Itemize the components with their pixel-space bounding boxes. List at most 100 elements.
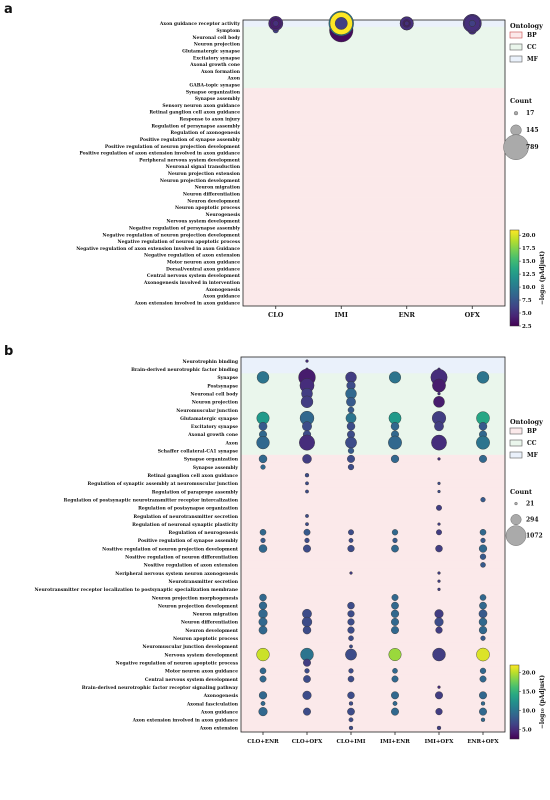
ontology-swatch <box>509 55 523 63</box>
row-band <box>243 128 505 137</box>
data-point <box>479 601 487 610</box>
term-label: Retinal ganglion cell axon guidance <box>149 110 240 116</box>
count-legend-label: 21 <box>526 501 534 508</box>
row-band <box>243 26 505 34</box>
term-label: Axon extension involved in axon guidance <box>134 300 241 306</box>
data-point <box>480 717 486 722</box>
row-band <box>243 197 505 205</box>
term-label: Axonal growth cone <box>189 62 240 68</box>
data-point <box>390 454 400 463</box>
x-tick-label: CLO <box>268 311 284 319</box>
data-point <box>390 609 400 618</box>
row-band <box>241 414 505 423</box>
row-band <box>241 560 505 570</box>
data-point <box>431 434 447 451</box>
data-point <box>479 675 487 683</box>
data-point <box>305 481 309 486</box>
row-band <box>243 33 505 41</box>
colorbar-tick-label: 5.0 <box>522 728 532 734</box>
row-band <box>241 405 505 415</box>
term-label: Axon extension involved in axon guidance <box>132 718 239 724</box>
term-label: Negative regulation of neuron projection… <box>102 232 241 238</box>
data-point <box>303 544 311 553</box>
term-label: GABA-topic synapse <box>189 82 240 88</box>
data-point <box>347 406 355 414</box>
data-point <box>259 675 267 683</box>
term-label: Glutamatergic synapse <box>180 416 238 422</box>
term-label: Neurotransmitter receptor localization t… <box>35 587 239 593</box>
data-point <box>392 701 398 706</box>
term-label: Regulation of neurotransmitter secretion <box>133 514 238 520</box>
term-label: Neuron apoptotic process <box>175 205 240 211</box>
data-point <box>432 647 446 662</box>
term-label: Peripheral nervous system development <box>139 157 241 163</box>
row-band <box>241 479 505 488</box>
data-point <box>347 691 355 699</box>
row-band <box>241 373 505 382</box>
data-point <box>479 553 487 560</box>
data-point <box>391 529 399 536</box>
row-band <box>241 552 505 562</box>
data-point <box>347 463 355 471</box>
data-point <box>435 626 443 634</box>
x-tick-label: CLO+OFX <box>292 739 323 745</box>
ontology-legend-label: MF <box>527 56 539 63</box>
row-band <box>241 666 505 676</box>
term-label: Neurogenesis <box>205 212 240 218</box>
term-label: Neripheral nervous system neuron axonoge… <box>115 571 238 577</box>
row-band <box>243 183 505 191</box>
row-band <box>241 357 505 366</box>
term-label: Negative regulation of persynapse assemb… <box>129 225 241 231</box>
data-point <box>258 601 268 610</box>
term-label: Neuron projection <box>194 42 241 48</box>
data-point <box>432 378 446 393</box>
data-point <box>391 544 399 553</box>
count-legend-circle <box>514 502 518 506</box>
data-point <box>348 538 354 543</box>
term-label: Negative regulation of neuron apoptotic … <box>116 661 239 667</box>
term-label: Axon guidance <box>202 294 240 300</box>
plot-frame <box>240 356 506 733</box>
term-label: Regulation of axonogenesis <box>170 130 240 136</box>
ontology-legend-label: CC <box>527 440 537 447</box>
data-point <box>480 562 486 568</box>
term-label: Excitatory synapse <box>193 55 240 61</box>
row-band <box>241 617 505 627</box>
data-point <box>305 489 309 494</box>
data-point <box>347 545 355 553</box>
term-label: Neurotrophin binding <box>183 359 239 365</box>
data-point <box>345 412 357 424</box>
term-label: Neuron apoptotic process <box>173 636 238 642</box>
data-point <box>392 668 398 674</box>
term-label: Axonogenesis <box>205 287 241 293</box>
count-legend-circle <box>513 111 519 116</box>
term-label: Synapse assembly <box>193 465 239 471</box>
term-label: Positive regulation of axon extension in… <box>79 151 240 157</box>
data-point <box>476 647 490 662</box>
term-label: Regulation of persynapse assembly <box>151 123 240 129</box>
data-point <box>348 701 354 706</box>
term-label: Nositive regulation of neuron projection… <box>102 546 239 552</box>
data-point <box>258 544 268 553</box>
term-label: Positive regulation of synapse assembly <box>138 538 239 544</box>
data-point <box>480 497 486 503</box>
ontology-swatch <box>509 43 523 51</box>
data-point <box>302 690 312 700</box>
data-point <box>404 20 410 26</box>
term-label: Response to axon injury <box>180 117 241 123</box>
term-label: Neuron differentiation <box>181 620 239 626</box>
term-label: Motor neuron axon guidance <box>167 260 240 266</box>
data-point <box>391 626 399 635</box>
row-band <box>243 74 505 82</box>
data-point <box>479 667 487 674</box>
term-label: Nositive regulation of neuron differenti… <box>125 555 239 561</box>
data-point <box>348 529 354 536</box>
count-legend-label: 294 <box>526 517 539 524</box>
term-label: Brain-derived neurotrophic factor bindin… <box>131 367 239 373</box>
term-label: Schaffer collateral-CA1 synapse <box>158 449 238 455</box>
term-label: Neuron migration <box>193 612 239 618</box>
data-point <box>388 435 402 450</box>
term-label: Axon formation <box>200 69 241 75</box>
row-band <box>243 135 505 143</box>
